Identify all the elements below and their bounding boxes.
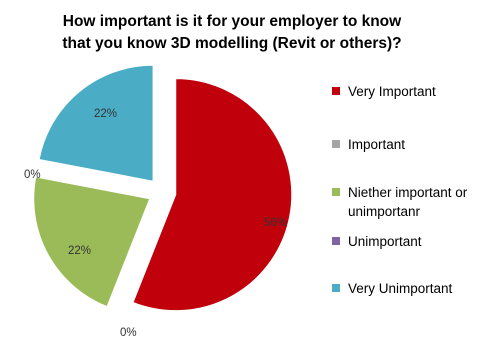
legend-item-5: Very Unimportant (332, 281, 453, 296)
legend-item-1: Very Important (332, 84, 436, 99)
pie-slice-3 (33, 176, 151, 308)
data-label-3: 22% (68, 245, 91, 257)
legend-swatch-1 (332, 87, 340, 95)
data-label-4: 0% (24, 169, 41, 181)
chart-title-line-1: How important is it for your employer to… (63, 13, 402, 30)
legend-label-2-line-1: Important (348, 137, 405, 152)
pie-slice-1 (132, 78, 293, 312)
chart-title: How important is it for your employer to… (62, 13, 402, 52)
pie-slices (33, 64, 293, 312)
legend-item-3: Niether important or unimportanr (332, 185, 468, 219)
legend-label-3-line-1: Niether important or (348, 185, 468, 200)
legend-swatch-4 (332, 237, 340, 245)
pie-data-labels: 56% 0% 22% 0% 22% (24, 108, 287, 338)
pie-slice-5 (38, 64, 154, 182)
legend-swatch-5 (332, 284, 340, 292)
legend-item-2: Important (332, 137, 405, 152)
legend-swatch-3 (332, 188, 340, 196)
data-label-1: 56% (264, 217, 287, 229)
data-label-5: 22% (94, 108, 117, 120)
legend-label-5-line-1: Very Unimportant (348, 281, 453, 296)
data-label-2: 0% (120, 327, 137, 338)
legend-item-4: Unimportant (332, 234, 422, 249)
legend-label-3-line-2: unimportanr (348, 204, 421, 219)
chart-legend: Very Important Important Niether important… (332, 84, 468, 296)
legend-label-1-line-1: Very Important (348, 84, 436, 99)
legend-label-4-line-1: Unimportant (348, 234, 422, 249)
legend-swatch-2 (332, 140, 340, 148)
chart-title-line-2: that you know 3D modelling (Revit or oth… (62, 35, 401, 52)
